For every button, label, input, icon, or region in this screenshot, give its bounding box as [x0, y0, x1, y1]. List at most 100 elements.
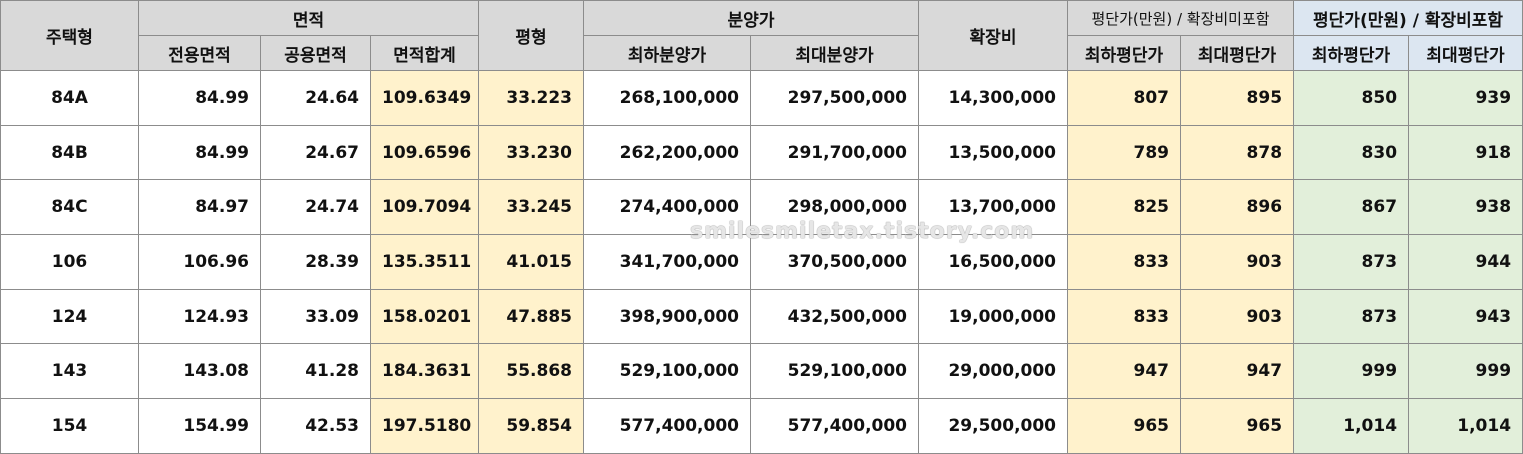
- table-cell: 873: [1293, 234, 1410, 290]
- table-cell: 262,200,000: [583, 124, 751, 181]
- table-cell: 943: [1408, 288, 1523, 345]
- table-cell: 33.245: [478, 179, 584, 236]
- table-cell: 896: [1180, 179, 1295, 236]
- header-cell: 면적: [138, 0, 479, 36]
- table-cell: 825: [1067, 179, 1182, 236]
- table-cell: 29,000,000: [918, 343, 1069, 400]
- table-cell: 84.99: [138, 70, 261, 126]
- table-cell: 14,300,000: [918, 70, 1069, 126]
- watermark: smilesmiletax.tistory.com: [690, 219, 1035, 244]
- header-cell: 최대분양가: [749, 35, 920, 71]
- table-cell: 135.3511: [370, 234, 479, 290]
- table-cell: 41.28: [260, 343, 371, 400]
- table-cell: 939: [1408, 70, 1523, 126]
- table-cell: 878: [1180, 124, 1295, 181]
- table-cell: 1,014: [1408, 398, 1523, 454]
- table-cell: 47.885: [478, 288, 584, 345]
- table-cell: 577,400,000: [749, 398, 920, 454]
- table-cell: 24.67: [260, 124, 371, 181]
- table-cell: 24.64: [260, 70, 371, 126]
- table-cell: 370,500,000: [749, 234, 920, 290]
- table-cell: 33.230: [478, 124, 584, 181]
- table-cell: 1,014: [1293, 398, 1410, 454]
- table-cell: 124.93: [138, 288, 261, 345]
- table-cell: 13,500,000: [918, 124, 1069, 181]
- table-cell: 84.99: [138, 124, 261, 181]
- table-row: 106 106.96 28.39 135.3511 41.015 341,700,000 3…: [0, 234, 1523, 290]
- table-cell: 944: [1408, 234, 1523, 290]
- table-cell: 274,400,000: [583, 179, 751, 236]
- table-cell: 999: [1408, 343, 1523, 400]
- table-row: 124 124.93 33.09 158.0201 47.885 398,900,000 4…: [0, 288, 1523, 345]
- header-cell: 평형: [478, 0, 584, 71]
- table-cell: 158.0201: [370, 288, 479, 345]
- table-cell: 29,500,000: [918, 398, 1069, 454]
- header-cell: 최대평단가: [1408, 35, 1523, 71]
- table-cell: 143: [0, 343, 139, 400]
- table-cell: 106.96: [138, 234, 261, 290]
- table-cell: 84.97: [138, 179, 261, 236]
- table-cell: 33.223: [478, 70, 584, 126]
- table-cell: 143.08: [138, 343, 261, 400]
- table-cell: 41.015: [478, 234, 584, 290]
- table-cell: 109.6596: [370, 124, 479, 181]
- table-cell: 341,700,000: [583, 234, 751, 290]
- table-row: 154 154.99 42.53 197.5180 59.854 577,400,000 5…: [0, 398, 1523, 454]
- table-cell: 918: [1408, 124, 1523, 181]
- table-cell: 789: [1067, 124, 1182, 181]
- header-cell: 면적합계: [370, 35, 479, 71]
- table-cell: 965: [1180, 398, 1295, 454]
- table-cell: 16,500,000: [918, 234, 1069, 290]
- header-cell: 최대평단가: [1180, 35, 1295, 71]
- table-cell: 947: [1067, 343, 1182, 400]
- table-cell: 529,100,000: [749, 343, 920, 400]
- table-row: 84A 84.99 24.64 109.6349 33.223 268,100,000 29…: [0, 70, 1523, 126]
- table-cell: 903: [1180, 234, 1295, 290]
- table-cell: 830: [1293, 124, 1410, 181]
- table-cell: 184.3631: [370, 343, 479, 400]
- table-cell: 873: [1293, 288, 1410, 345]
- table-cell: 19,000,000: [918, 288, 1069, 345]
- header-cell: 평단가(만원) / 확장비포함: [1293, 0, 1523, 36]
- table-cell: 947: [1180, 343, 1295, 400]
- table-cell: 867: [1293, 179, 1410, 236]
- table-cell: 197.5180: [370, 398, 479, 454]
- table-cell: 84C: [0, 179, 139, 236]
- table-cell: 124: [0, 288, 139, 345]
- table-cell: 154.99: [138, 398, 261, 454]
- table-cell: 154: [0, 398, 139, 454]
- table-cell: 109.7094: [370, 179, 479, 236]
- table-cell: 84B: [0, 124, 139, 181]
- table-cell: 84A: [0, 70, 139, 126]
- header-cell: 최하평단가: [1293, 35, 1410, 71]
- header-cell: 최하평단가: [1067, 35, 1182, 71]
- table-cell: 529,100,000: [583, 343, 751, 400]
- table-row: 84C 84.97 24.74 109.7094 33.245 274,400,000 29…: [0, 179, 1523, 236]
- header-cell: 최하분양가: [583, 35, 751, 71]
- table-cell: 903: [1180, 288, 1295, 345]
- header-cell: 주택형: [0, 0, 139, 71]
- table-cell: 807: [1067, 70, 1182, 126]
- table-cell: 833: [1067, 288, 1182, 345]
- table-cell: 59.854: [478, 398, 584, 454]
- header-cell: 분양가: [582, 0, 920, 36]
- table-cell: 106: [0, 234, 139, 290]
- table-cell: 833: [1067, 234, 1182, 290]
- header-cell: 공용면적: [260, 35, 371, 71]
- table-cell: 432,500,000: [749, 288, 920, 345]
- table-cell: 291,700,000: [749, 124, 920, 181]
- table-cell: 965: [1067, 398, 1182, 454]
- table-cell: 268,100,000: [583, 70, 751, 126]
- header-cell: 전용면적: [138, 35, 261, 71]
- table-row: 143 143.08 41.28 184.3631 55.868 529,100,000 5…: [0, 343, 1523, 400]
- header-cell: 확장비: [918, 0, 1069, 71]
- table-cell: 398,900,000: [583, 288, 751, 345]
- table-cell: 28.39: [260, 234, 371, 290]
- table-cell: 42.53: [260, 398, 371, 454]
- table-cell: 24.74: [260, 179, 371, 236]
- table-cell: 33.09: [260, 288, 371, 345]
- table-cell: 297,500,000: [749, 70, 920, 126]
- table-cell: 13,700,000: [918, 179, 1069, 236]
